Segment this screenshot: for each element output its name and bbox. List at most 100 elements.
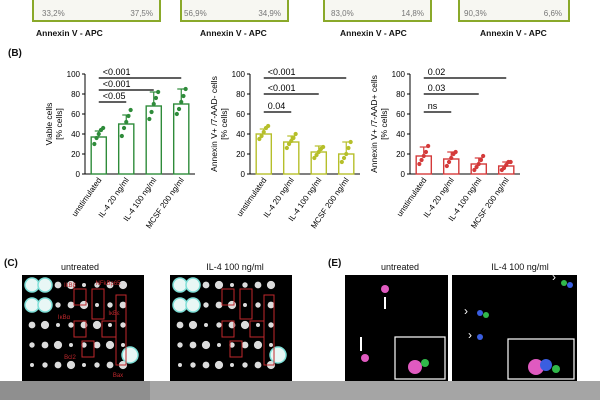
data-point <box>426 143 431 149</box>
y-tick-label: 80 <box>236 90 245 99</box>
data-point <box>316 149 321 155</box>
blot-spot <box>81 342 87 348</box>
blot-spot <box>95 303 99 307</box>
blot-spot <box>214 280 224 290</box>
y-tick-label: 40 <box>396 130 405 139</box>
flow-pct-2b: 34,9% <box>258 9 281 18</box>
blot-spot <box>24 277 40 293</box>
blot-spot <box>203 302 209 308</box>
blot-spot <box>190 362 196 368</box>
blot-label: IκBε <box>108 311 120 317</box>
highlight-box <box>91 288 105 320</box>
blot-spot <box>105 340 115 350</box>
panel-label-e: (E) <box>328 258 342 269</box>
blot-spot <box>269 343 273 347</box>
arrowhead-marker: › <box>464 304 468 318</box>
data-point <box>314 152 319 158</box>
significance-label: 0.04 <box>268 101 286 111</box>
blot-spot <box>254 361 262 369</box>
blot-spot <box>266 280 276 290</box>
significance-label: 0.02 <box>428 67 446 77</box>
significance-label: <0.001 <box>103 67 131 77</box>
y-tick-label: 0 <box>76 170 81 179</box>
highlight-box <box>73 288 87 306</box>
data-point <box>289 138 294 144</box>
highlight-box <box>73 320 87 338</box>
blot-spot <box>255 302 261 308</box>
panel-e-right-image: › › › <box>452 270 577 381</box>
y-axis-label-line: [% cells] <box>54 108 64 140</box>
data-point <box>147 116 152 122</box>
blot-spot <box>67 301 75 309</box>
bar <box>145 105 163 175</box>
cell <box>561 280 567 286</box>
flow-plot-2: 56,9% 34,9% <box>180 0 289 22</box>
blot-spot <box>230 283 234 287</box>
data-point <box>259 133 264 139</box>
flow-xlabel-3: Annexin V - APC <box>340 28 407 38</box>
blot-spot <box>230 363 234 367</box>
data-point <box>344 151 349 157</box>
flow-pct-3b: 14,8% <box>401 9 424 18</box>
y-tick-label: 20 <box>71 150 80 159</box>
blot-spot <box>177 342 183 348</box>
data-point <box>419 157 424 163</box>
data-point <box>446 159 452 165</box>
blot-spot <box>172 277 188 293</box>
data-point <box>284 145 289 151</box>
data-point <box>472 167 477 173</box>
cell <box>477 334 483 340</box>
blot-spot <box>242 362 248 368</box>
blot-spot <box>214 360 224 370</box>
y-axis-label: Annexin V+ /7-AAD+ cells[% cells] <box>369 75 389 173</box>
y-tick-label: 20 <box>396 150 405 159</box>
highlight-box <box>229 340 243 358</box>
cell <box>567 282 573 288</box>
blot-spot <box>201 340 211 350</box>
panel-c-right-title: IL-4 100 ng/ml <box>206 262 264 272</box>
flow-pct-2a: 56,9% <box>184 9 207 18</box>
panel-e-left-title: untreated <box>380 262 420 272</box>
blot-spot <box>82 363 86 367</box>
blot-spot <box>107 302 113 308</box>
flow-plot-1: 33,2% 37,5% <box>32 0 161 22</box>
significance-label: <0.001 <box>268 67 296 77</box>
data-point <box>293 131 298 137</box>
blot-spot <box>216 322 222 328</box>
data-point <box>261 129 266 135</box>
blot-spot <box>24 297 40 313</box>
blot-spot <box>202 361 210 369</box>
panel-label-b: (B) <box>8 48 22 59</box>
y-tick-label: 40 <box>236 130 245 139</box>
data-point <box>101 125 106 131</box>
data-point <box>119 133 124 139</box>
y-axis-label-line: [% cells] <box>379 108 389 140</box>
y-tick-label: 60 <box>71 110 80 119</box>
data-point <box>153 95 159 101</box>
y-tick-label: 100 <box>67 70 81 79</box>
bar <box>117 123 135 175</box>
data-point <box>128 107 133 113</box>
y-tick-label: 0 <box>401 170 406 179</box>
blot-spot <box>204 323 208 327</box>
significance-label: 0.03 <box>428 83 446 93</box>
blot-spot <box>267 301 275 309</box>
data-point <box>341 155 347 161</box>
y-tick-label: 100 <box>392 70 406 79</box>
blot-spot <box>53 340 63 350</box>
highlight-box <box>263 294 275 366</box>
data-point <box>476 161 481 167</box>
data-point <box>92 141 97 147</box>
blot-label: NFkBp65 <box>95 281 121 287</box>
arrowhead-marker: › <box>552 275 556 284</box>
flow-cytometry-strip: 33,2% 37,5% 56,9% 34,9% 83,0% 14,8% 90,3… <box>0 0 600 46</box>
data-point <box>478 157 484 163</box>
blot-spot <box>176 321 184 329</box>
blot-spot <box>172 297 188 313</box>
data-point <box>174 111 179 117</box>
data-point <box>348 139 353 145</box>
arrowhead-marker: › <box>468 328 472 342</box>
flow-plot-3: 83,0% 14,8% <box>323 0 432 22</box>
